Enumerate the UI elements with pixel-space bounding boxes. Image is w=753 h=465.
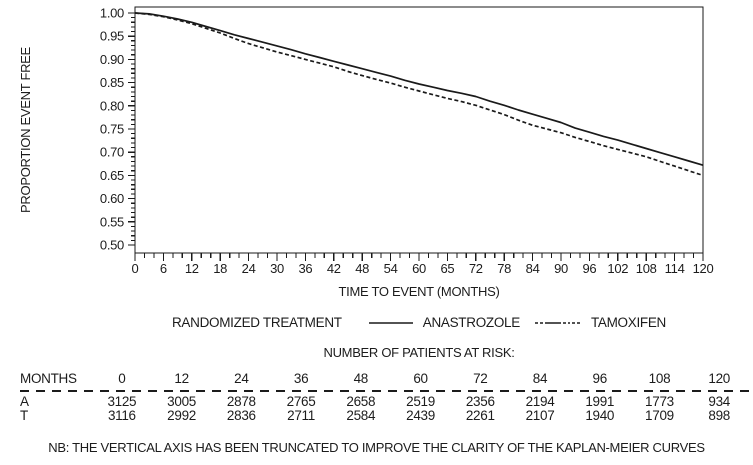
x-tick-label: 24	[242, 261, 256, 276]
risk-count-cell: 934	[708, 394, 731, 409]
x-tick-label: 30	[270, 261, 284, 276]
risk-data-row: T 3116 2992 2836 2711 2584 2439 2261 2107 1940 170…	[20, 409, 749, 423]
x-tick-label: 54	[384, 261, 398, 276]
legend-label-anastrozole: ANASTROZOLE	[422, 315, 521, 330]
x-axis-title: TIME TO EVENT (MONTHS)	[339, 284, 500, 299]
risk-count-cell: 1709	[645, 408, 674, 423]
x-tick-label: 120	[693, 261, 714, 276]
risk-count-cell: 1991	[585, 394, 615, 409]
y-tick-label: 0.80	[100, 98, 124, 113]
x-tick-label: 12	[185, 261, 199, 276]
series-line-tamoxifen	[134, 12, 704, 177]
x-tick-label: 18	[213, 261, 227, 276]
plot-border	[134, 6, 704, 254]
risk-month-header: 24	[234, 371, 249, 386]
x-tick-label: 96	[582, 261, 596, 276]
risk-count-cell: 2836	[226, 408, 256, 423]
legend-label-tamoxifen: TAMOXIFEN	[590, 315, 667, 330]
kaplan-meier-chart: PROPORTION EVENT FREE TIME TO EVENT (MON…	[18, 6, 714, 300]
risk-month-header: 84	[532, 371, 548, 386]
y-tick-label: 0.85	[100, 75, 124, 90]
x-tick-label: 36	[298, 261, 312, 276]
x-tick-label: 102	[607, 261, 628, 276]
series-line-anastrozole	[134, 12, 704, 167]
x-tick-label: 72	[469, 261, 483, 276]
risk-count-cell: 898	[708, 408, 731, 423]
risk-month-header: 12	[174, 371, 189, 386]
y-tick-label: 0.60	[100, 191, 124, 206]
risk-data-row: A 3125 3005 2878 2765 2658 2519 2356 2194 1991 177…	[20, 395, 749, 409]
risk-count-cell: 2584	[346, 408, 376, 423]
x-tick-label: 108	[636, 261, 657, 276]
x-tick-label: 78	[497, 261, 511, 276]
y-tick-label: 0.55	[100, 214, 124, 229]
y-tick-label: 0.95	[100, 29, 124, 44]
x-tick-label: 90	[554, 261, 568, 276]
x-tick-label: 84	[526, 261, 540, 276]
risk-count-cell: 2356	[465, 394, 495, 409]
risk-month-header: 0	[118, 371, 126, 386]
x-tick-label: 60	[412, 261, 426, 276]
plot-area: 1.00 0.95 0.90 0.85 0.80 0.75 0.70 0.65 0.60 0.55…	[100, 6, 714, 277]
patients-at-risk-table: MONTHS 0 12 24 36 48 60 72 84 96 108 120 A 3125 3005 28…	[20, 371, 749, 423]
risk-count-cell: 2878	[226, 394, 256, 409]
risk-count-cell: 2519	[406, 394, 435, 409]
risk-count-cell: 1773	[645, 394, 674, 409]
x-tick-label: 48	[355, 261, 369, 276]
risk-month-header: 108	[648, 371, 671, 386]
x-tick-label: 42	[327, 261, 341, 276]
y-tick-label: 0.50	[100, 238, 124, 253]
risk-month-header: 72	[473, 371, 488, 386]
x-tick-label: 6	[160, 261, 167, 276]
risk-count-cell: 2261	[465, 408, 495, 423]
risk-count-cell: 2107	[525, 408, 555, 423]
y-tick-label: 0.70	[100, 145, 124, 160]
footnote: NB: THE VERTICAL AXIS HAS BEEN TRUNCATED…	[48, 440, 705, 455]
risk-count-cell: 3005	[167, 394, 197, 409]
risk-table-title: NUMBER OF PATIENTS AT RISK:	[323, 345, 515, 360]
risk-count-cell: 1940	[585, 408, 615, 423]
y-tick-label: 1.00	[100, 6, 124, 21]
risk-count-cell: 3125	[107, 394, 137, 409]
x-tick-label: 65	[440, 261, 454, 276]
risk-month-header: 120	[708, 371, 731, 386]
risk-header-row: MONTHS 0 12 24 36 48 60 72 84 96 108 120	[20, 371, 749, 386]
risk-month-header: 60	[413, 371, 428, 386]
y-tick-label: 0.75	[100, 122, 124, 137]
risk-count-cell: 2765	[286, 394, 316, 409]
risk-count-cell: 2992	[167, 408, 197, 423]
tamoxifen-line-sample	[534, 321, 581, 324]
risk-count-cell: 2711	[287, 408, 315, 423]
y-axis-title: PROPORTION EVENT FREE	[18, 46, 33, 212]
x-tick-label: 0	[132, 261, 139, 276]
risk-count-cell: 2658	[346, 394, 376, 409]
risk-months-label: MONTHS	[20, 371, 77, 386]
risk-row-label: T	[20, 408, 28, 423]
risk-count-cell: 2194	[525, 394, 555, 409]
risk-table-divider	[20, 390, 749, 392]
risk-month-header: 36	[293, 371, 309, 386]
legend-title: RANDOMIZED TREATMENT	[171, 315, 342, 330]
risk-month-header: 48	[353, 371, 369, 386]
risk-row-label: A	[20, 394, 29, 409]
x-tick-label: 114	[665, 261, 685, 276]
y-tick-label: 0.90	[100, 52, 124, 67]
risk-count-cell: 3116	[107, 408, 136, 423]
risk-count-cell: 2439	[406, 408, 435, 423]
anastrozole-line-sample	[368, 321, 413, 324]
risk-month-header: 96	[592, 371, 608, 386]
y-tick-label: 0.65	[100, 168, 124, 183]
legend: RANDOMIZED TREATMENT ANASTROZOLE TAMOXIF…	[85, 315, 753, 330]
